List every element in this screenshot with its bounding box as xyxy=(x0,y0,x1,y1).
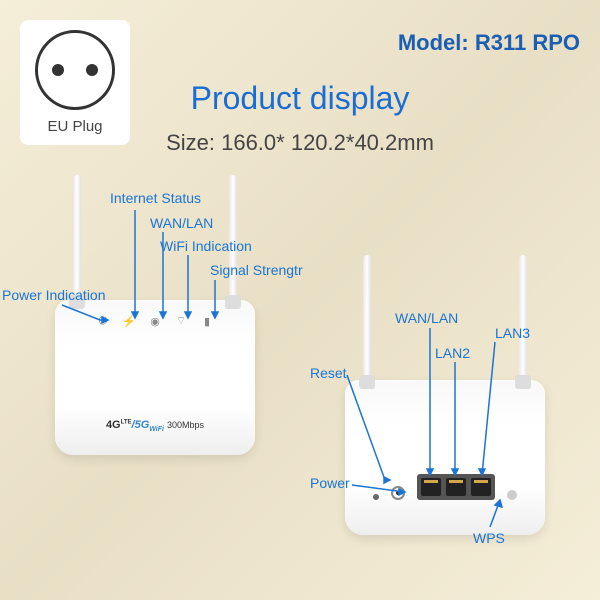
router-logo: 4GLTE/5GWiFi 300Mbps xyxy=(106,419,204,433)
plug-pin xyxy=(52,64,64,76)
callout-wan-lan: WAN/LAN xyxy=(150,215,213,231)
logo-5g: /5G xyxy=(132,419,150,431)
page-title: Product display xyxy=(191,80,410,117)
router-back-view xyxy=(345,380,545,535)
port-row xyxy=(373,474,517,500)
wifi-led-icon: ⌔ xyxy=(175,315,187,327)
model-value: R311 RPO xyxy=(475,30,580,55)
led-indicator-row: ⏻ ⚡ ◉ ⌔ ▮ xyxy=(97,315,213,327)
wan-led-icon: ◉ xyxy=(149,315,161,327)
wan-lan-port-icon xyxy=(421,478,441,496)
model-prefix: Model: xyxy=(398,30,475,55)
size-value: 166.0* 120.2*40.2mm xyxy=(221,130,434,155)
plug-pin xyxy=(86,64,98,76)
logo-lte: LTE xyxy=(121,419,132,425)
power-port-icon xyxy=(391,486,405,500)
ethernet-panel xyxy=(417,474,495,500)
callout-reset: Reset xyxy=(310,365,347,381)
plug-icon xyxy=(35,30,115,110)
callout-power: Power xyxy=(310,475,350,491)
callout-signal-strength: Signal Strengtr xyxy=(210,262,303,278)
callout-lan2: LAN2 xyxy=(435,345,470,361)
callout-power-indication: Power Indication xyxy=(2,287,106,303)
lan2-port-icon xyxy=(446,478,466,496)
logo-speed: 300Mbps xyxy=(167,420,204,430)
callout-wps: WPS xyxy=(473,530,505,546)
model-label: Model: R311 RPO xyxy=(398,30,580,56)
antenna-left xyxy=(73,175,81,305)
antenna-right-back xyxy=(519,255,527,385)
router-front-view: ⏻ ⚡ ◉ ⌔ ▮ 4GLTE/5GWiFi 300Mbps xyxy=(55,300,255,455)
internet-led-icon: ⚡ xyxy=(123,315,135,327)
lan3-port-icon xyxy=(471,478,491,496)
callout-internet-status: Internet Status xyxy=(110,190,201,206)
callout-lan3: LAN3 xyxy=(495,325,530,341)
callout-wanlan-back: WAN/LAN xyxy=(395,310,458,326)
size-label: Size: 166.0* 120.2*40.2mm xyxy=(166,130,434,156)
power-led-icon: ⏻ xyxy=(97,315,109,327)
signal-led-icon: ▮ xyxy=(201,315,213,327)
antenna-left-back xyxy=(363,255,371,385)
callout-wifi-indication: WiFi Indication xyxy=(160,238,252,254)
plug-box: EU Plug xyxy=(20,20,130,145)
logo-4g: 4G xyxy=(106,419,121,431)
logo-wifi: WiFi xyxy=(149,426,164,433)
plug-label: EU Plug xyxy=(47,118,102,135)
size-prefix: Size: xyxy=(166,130,221,155)
wps-button-icon xyxy=(507,490,517,500)
reset-button-icon xyxy=(373,494,379,500)
